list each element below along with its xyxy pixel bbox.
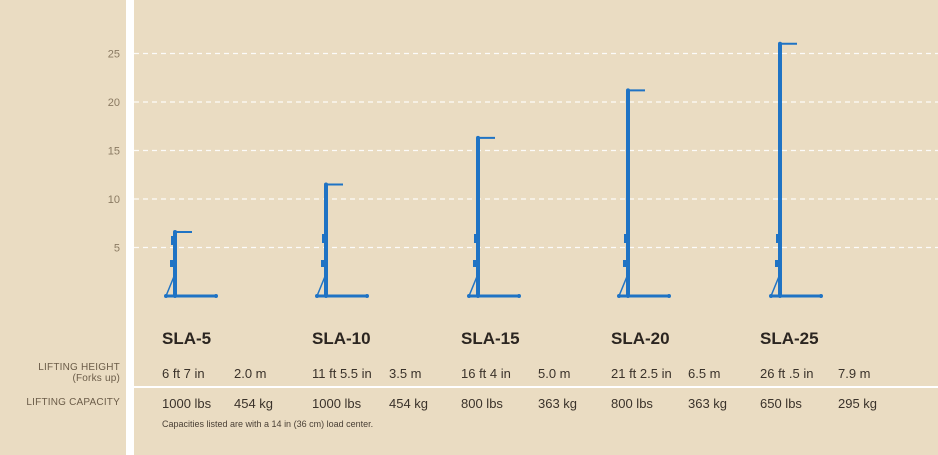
y-tick-label-10: 10 <box>108 194 120 206</box>
model-name-sla-5: SLA-5 <box>162 329 212 348</box>
lift-sla-15 <box>467 135 521 298</box>
lifting-capacity-label: LIFTING CAPACITY <box>26 397 120 408</box>
chart-panel <box>134 0 938 455</box>
lift-marks <box>164 41 823 298</box>
height-ft-sla-10: 11 ft 5.5 in <box>312 366 372 381</box>
lift-brace-0 <box>165 273 176 297</box>
left-label-strip <box>0 0 126 455</box>
lift-handle-2 <box>474 234 478 243</box>
cap-lbs-sla-10: 1000 lbs <box>312 396 362 411</box>
lifting-height-label-line2: (Forks up) <box>72 373 120 384</box>
lift-sla-25 <box>769 41 823 298</box>
cap-lbs-sla-25: 650 lbs <box>760 396 802 411</box>
lift-brace-3 <box>618 273 629 297</box>
height-ft-sla-15: 16 ft 4 in <box>461 366 511 381</box>
cap-kg-sla-25: 295 kg <box>838 396 878 411</box>
height-m-sla-10: 3.5 m <box>389 366 422 381</box>
row-separator <box>134 386 938 388</box>
cap-lbs-sla-5: 1000 lbs <box>162 396 212 411</box>
model-name-sla-20: SLA-20 <box>611 329 670 348</box>
lift-sla-20 <box>617 88 671 298</box>
vertical-divider <box>126 0 134 455</box>
chart-svg: 5 10 15 20 25 <box>108 41 938 298</box>
y-tick-label-5: 5 <box>114 243 120 255</box>
height-m-sla-15: 5.0 m <box>538 366 571 381</box>
cap-kg-sla-15: 363 kg <box>538 396 578 411</box>
lifting-height-label-line1: LIFTING HEIGHT <box>38 362 120 373</box>
lift-winch-2 <box>473 260 478 267</box>
lift-sla-10 <box>315 182 369 298</box>
cap-lbs-sla-20: 800 lbs <box>611 396 653 411</box>
lift-wheel-front-0 <box>214 294 218 298</box>
lift-wheel-front-2 <box>517 294 521 298</box>
y-tick-label-20: 20 <box>108 97 120 109</box>
grid-lines <box>134 52 938 249</box>
lift-handle-4 <box>776 234 780 243</box>
lift-handle-0 <box>171 235 175 245</box>
lift-wheel-front-1 <box>365 294 369 298</box>
lift-wheel-front-4 <box>819 294 823 298</box>
height-m-sla-5: 2.0 m <box>234 366 267 381</box>
cap-lbs-sla-15: 800 lbs <box>461 396 503 411</box>
lift-winch-1 <box>321 260 326 267</box>
y-tick-label-15: 15 <box>108 146 120 158</box>
cap-kg-sla-20: 363 kg <box>688 396 728 411</box>
lift-handle-3 <box>624 234 628 243</box>
height-ft-sla-20: 21 ft 2.5 in <box>611 366 672 381</box>
footnote: Capacities listed are with a 14 in (36 c… <box>162 419 374 429</box>
lift-winch-4 <box>775 260 780 267</box>
cap-kg-sla-5: 454 kg <box>234 396 274 411</box>
lift-wheel-front-3 <box>667 294 671 298</box>
y-tick-label-25: 25 <box>108 49 120 61</box>
lift-winch-3 <box>623 260 628 267</box>
lift-handle-1 <box>322 234 326 243</box>
height-m-sla-20: 6.5 m <box>688 366 721 381</box>
model-name-sla-25: SLA-25 <box>760 329 819 348</box>
height-m-sla-25: 7.9 m <box>838 366 871 381</box>
y-tick-labels: 5 10 15 20 25 <box>108 49 120 255</box>
lift-brace-4 <box>770 273 781 297</box>
cap-kg-sla-10: 454 kg <box>389 396 429 411</box>
height-ft-sla-25: 26 ft .5 in <box>760 366 814 381</box>
lift-brace-1 <box>316 273 327 297</box>
height-ft-sla-5: 6 ft 7 in <box>162 366 205 381</box>
lifting-height-label: LIFTING HEIGHT (Forks up) <box>10 362 120 384</box>
model-name-sla-10: SLA-10 <box>312 329 371 348</box>
lift-brace-2 <box>468 273 479 297</box>
model-name-sla-15: SLA-15 <box>461 329 520 348</box>
lift-winch-0 <box>170 260 175 267</box>
lift-sla-5 <box>164 229 218 298</box>
